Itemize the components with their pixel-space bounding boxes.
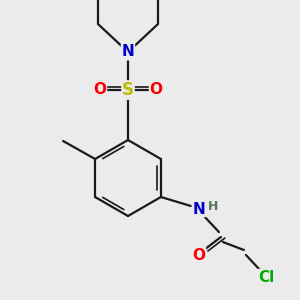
Text: O: O <box>149 82 163 98</box>
Text: H: H <box>208 200 218 214</box>
Text: Cl: Cl <box>258 269 274 284</box>
Text: O: O <box>94 82 106 98</box>
Text: N: N <box>122 44 134 59</box>
Text: S: S <box>122 81 134 99</box>
Text: N: N <box>193 202 205 217</box>
Text: O: O <box>192 248 206 262</box>
Text: N: N <box>122 44 134 59</box>
